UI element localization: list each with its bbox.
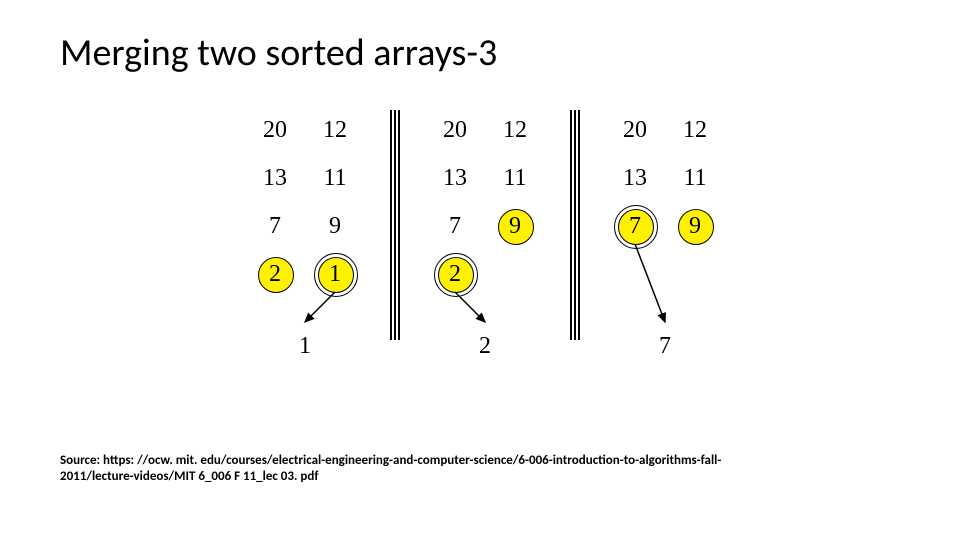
source-line-2: 2011/lecture-videos/MIT 6_006 F 11_lec 0… (60, 469, 318, 484)
merge-diagram: 201213117921120121311792220121311797 (220, 110, 740, 390)
source-citation: Source: https: //ocw. mit. edu/courses/e… (60, 453, 900, 486)
slide-title: Merging two sorted arrays-3 (60, 30, 497, 76)
slide: Merging two sorted arrays-3 201213117921… (0, 0, 960, 540)
output-value: 2 (465, 326, 505, 366)
merge-panel: 201213117922 (410, 110, 560, 390)
panel-divider (390, 110, 400, 340)
output-value: 1 (285, 326, 325, 366)
output-value: 7 (645, 326, 685, 366)
source-line-1: Source: https: //ocw. mit. edu/courses/e… (60, 453, 721, 468)
merge-panel: 2012131179211 (230, 110, 380, 390)
merge-panel: 20121311797 (590, 110, 740, 390)
panel-divider (570, 110, 580, 340)
